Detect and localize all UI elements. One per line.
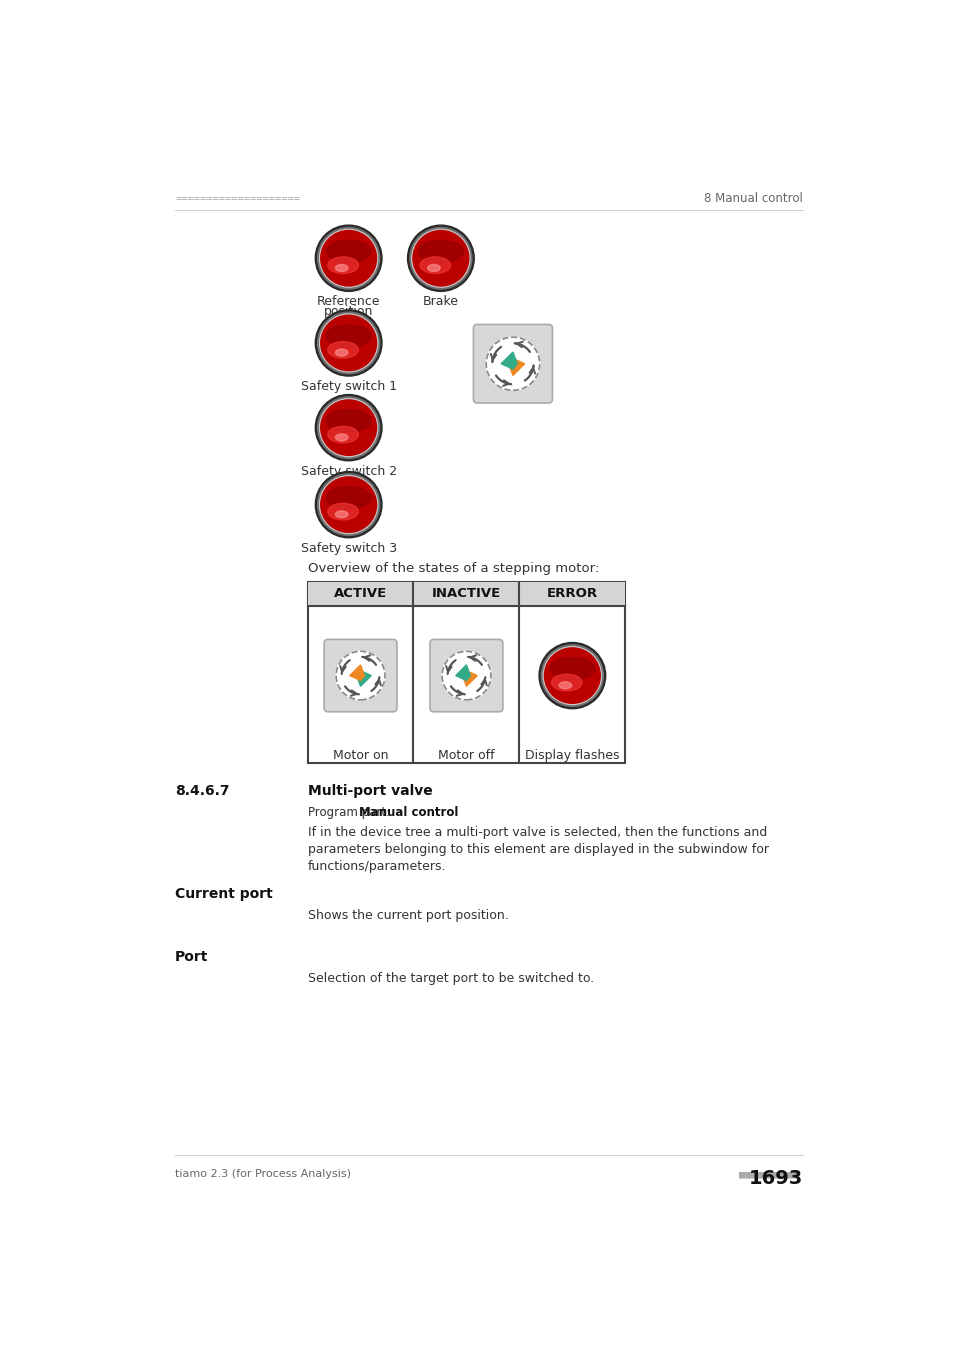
Circle shape (320, 477, 376, 532)
Circle shape (412, 230, 470, 288)
Text: 1693: 1693 (748, 1169, 802, 1188)
Circle shape (441, 651, 491, 699)
Circle shape (317, 312, 379, 374)
Circle shape (315, 471, 381, 537)
Text: 8.4.6.7: 8.4.6.7 (174, 784, 230, 798)
Polygon shape (500, 352, 517, 369)
Circle shape (538, 643, 605, 709)
Text: Safety switch 3: Safety switch 3 (300, 541, 396, 555)
FancyBboxPatch shape (430, 640, 502, 711)
Circle shape (486, 338, 539, 390)
Text: Display flashes: Display flashes (524, 749, 618, 761)
Ellipse shape (335, 510, 348, 518)
Circle shape (319, 398, 377, 456)
Ellipse shape (326, 240, 371, 262)
Bar (307, 582, 624, 763)
Text: Multi-port valve: Multi-port valve (307, 784, 432, 798)
Polygon shape (462, 671, 476, 686)
Ellipse shape (418, 240, 463, 262)
Bar (307, 582, 624, 606)
Ellipse shape (419, 256, 450, 274)
Polygon shape (350, 666, 364, 680)
Text: Shows the current port position.: Shows the current port position. (307, 909, 508, 922)
Text: Motor on: Motor on (333, 749, 388, 761)
Ellipse shape (335, 433, 348, 441)
Circle shape (543, 647, 600, 705)
Text: ■■■■■■■■■: ■■■■■■■■■ (739, 1169, 800, 1179)
Ellipse shape (328, 427, 358, 443)
Ellipse shape (551, 674, 581, 691)
Circle shape (540, 645, 602, 706)
Ellipse shape (558, 682, 571, 688)
Circle shape (410, 227, 472, 289)
Text: Current port: Current port (174, 887, 273, 902)
Circle shape (544, 648, 599, 703)
Ellipse shape (326, 325, 371, 347)
Ellipse shape (328, 256, 358, 274)
Text: Selection of the target port to be switched to.: Selection of the target port to be switc… (307, 972, 593, 986)
Ellipse shape (328, 504, 358, 520)
Ellipse shape (326, 486, 371, 509)
FancyBboxPatch shape (473, 324, 552, 404)
Polygon shape (356, 671, 371, 686)
Polygon shape (456, 666, 470, 680)
Circle shape (413, 231, 468, 286)
Ellipse shape (427, 265, 439, 271)
Circle shape (315, 394, 381, 460)
Circle shape (320, 231, 376, 286)
FancyBboxPatch shape (324, 640, 396, 711)
Circle shape (317, 474, 379, 536)
Circle shape (319, 475, 377, 533)
Ellipse shape (328, 342, 358, 358)
Text: Safety switch 2: Safety switch 2 (300, 464, 396, 478)
Circle shape (315, 310, 381, 377)
Text: position: position (324, 305, 373, 319)
Text: ERROR: ERROR (546, 587, 598, 601)
Text: ACTIVE: ACTIVE (334, 587, 387, 601)
Circle shape (319, 315, 377, 371)
Ellipse shape (335, 350, 348, 356)
Text: Motor off: Motor off (437, 749, 495, 761)
Text: Overview of the states of a stepping motor:: Overview of the states of a stepping mot… (307, 563, 598, 575)
Circle shape (407, 225, 474, 292)
Text: 8 Manual control: 8 Manual control (703, 193, 802, 205)
Text: INACTIVE: INACTIVE (432, 587, 500, 601)
Text: Program part:: Program part: (307, 806, 393, 818)
Text: If in the device tree a multi-port valve is selected, then the functions and
par: If in the device tree a multi-port valve… (307, 826, 768, 872)
Text: Reference: Reference (316, 296, 380, 308)
Text: ====================: ==================== (174, 194, 300, 204)
Text: tiamo 2.3 (for Process Analysis): tiamo 2.3 (for Process Analysis) (174, 1169, 351, 1179)
Text: Brake: Brake (422, 296, 458, 308)
Circle shape (319, 230, 377, 288)
Text: Port: Port (174, 950, 208, 964)
Circle shape (335, 651, 385, 699)
Ellipse shape (550, 657, 594, 680)
Text: Safety switch 1: Safety switch 1 (300, 379, 396, 393)
Circle shape (317, 397, 379, 459)
Circle shape (317, 227, 379, 289)
Circle shape (320, 400, 376, 455)
Text: Manual control: Manual control (359, 806, 458, 818)
Circle shape (320, 316, 376, 371)
Circle shape (315, 225, 381, 292)
Ellipse shape (335, 265, 348, 271)
Polygon shape (508, 359, 524, 375)
Ellipse shape (326, 409, 371, 432)
